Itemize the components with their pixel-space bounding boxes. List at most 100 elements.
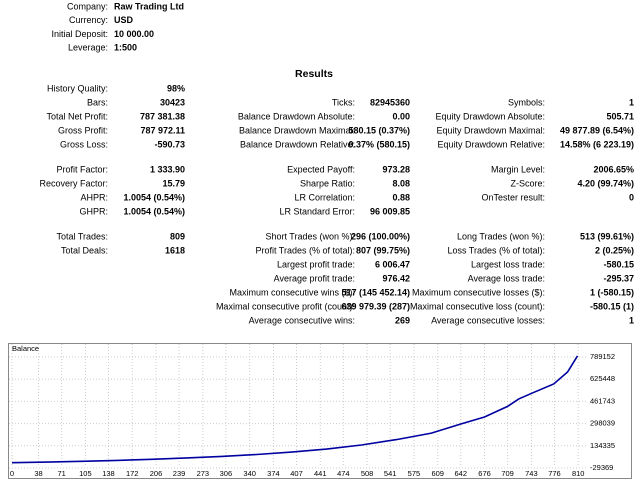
x-tick-label: 138	[102, 469, 115, 478]
x-tick-label: 810	[572, 469, 585, 478]
field-label: Bars:	[87, 97, 108, 107]
field-value: 0	[629, 192, 634, 202]
field-value: -295.37	[603, 273, 634, 283]
field-label: AHPR:	[80, 192, 108, 202]
x-tick-label: 340	[243, 469, 256, 478]
x-tick-label: 709	[501, 469, 514, 478]
field-value: 976.42	[382, 273, 410, 283]
field-value: 96 009.85	[370, 206, 410, 216]
field-label: Loss Trades (% of total):	[447, 245, 545, 255]
field-label: LR Standard Error:	[279, 206, 355, 216]
field-value: 82945360	[370, 97, 410, 107]
x-tick-label: 0	[10, 469, 14, 478]
field-value: 0.37% (580.15)	[348, 139, 410, 149]
field-value: 2006.65%	[593, 164, 634, 174]
field-label: Profit Factor:	[56, 164, 108, 174]
field-value: 1	[629, 97, 634, 107]
field-value: 6 006.47	[375, 259, 410, 269]
x-tick-label: 374	[267, 469, 280, 478]
field-label: Maximal consecutive profit (count):	[216, 301, 355, 311]
field-label: Ticks:	[332, 97, 355, 107]
field-value: -580.15	[603, 259, 634, 269]
field-label: Symbols:	[508, 97, 545, 107]
field-value: 8.08	[392, 178, 410, 188]
field-label: Balance Drawdown Relative:	[240, 139, 355, 149]
field-label: Currency:	[69, 15, 108, 25]
x-tick-label: 474	[337, 469, 350, 478]
field-value: 15.79	[162, 178, 185, 188]
field-value: 580.15 (0.37%)	[348, 125, 410, 135]
x-tick-label: 71	[57, 469, 65, 478]
field-label: Average profit trade:	[274, 273, 355, 283]
field-value: 639 979.39 (287)	[341, 301, 410, 311]
field-label: Profit Trades (% of total):	[255, 245, 355, 255]
field-label: Average consecutive wins:	[249, 315, 355, 325]
field-label: Largest loss trade:	[471, 259, 545, 269]
x-tick-label: 38	[34, 469, 42, 478]
field-value: 809	[170, 231, 185, 241]
field-label: Maximum consecutive losses ($):	[412, 287, 545, 297]
field-label: Average loss trade:	[468, 273, 545, 283]
field-label: Short Trades (won %):	[265, 231, 355, 241]
x-tick-label: 676	[478, 469, 491, 478]
field-label: Gross Profit:	[58, 125, 108, 135]
field-value: 1618	[165, 245, 185, 255]
field-value: 807 (99.75%)	[356, 245, 410, 255]
field-value: 0.88	[392, 192, 410, 202]
field-value: 14.58% (6 223.19)	[560, 139, 634, 149]
field-value: 1:500	[114, 42, 137, 52]
field-value: 787 972.11	[140, 125, 185, 135]
field-label: Total Deals:	[61, 245, 108, 255]
y-tick-label: -29369	[590, 463, 613, 472]
field-value: 1 333.90	[150, 164, 185, 174]
balance-line	[11, 355, 579, 464]
field-label: Sharpe Ratio:	[300, 178, 355, 188]
field-label: Total Net Profit:	[46, 111, 108, 121]
field-value: 513 (99.61%)	[580, 231, 634, 241]
field-label: Average consecutive losses:	[431, 315, 545, 325]
field-label: Margin Level:	[491, 164, 545, 174]
field-label: Equity Drawdown Maximal:	[436, 125, 545, 135]
field-label: Recovery Factor:	[39, 178, 108, 188]
y-tick-label: 134335	[590, 441, 615, 450]
field-label: GHPR:	[79, 206, 108, 216]
x-tick-label: 273	[197, 469, 210, 478]
field-value: 787 381.38	[140, 111, 185, 121]
field-value: -590.73	[154, 139, 185, 149]
field-label: OnTester result:	[481, 192, 545, 202]
field-value: 1.0054 (0.54%)	[123, 206, 185, 216]
x-tick-label: 306	[220, 469, 233, 478]
y-tick-label: 298039	[590, 419, 615, 428]
field-value: USD	[114, 15, 134, 25]
field-value: 296 (100.00%)	[351, 231, 410, 241]
field-label: History Quality:	[47, 83, 108, 93]
field-label: Balance Drawdown Maximal:	[239, 125, 355, 135]
y-tick-label: 625448	[590, 374, 615, 383]
field-value: -580.15 (1)	[590, 301, 634, 311]
x-tick-label: 407	[290, 469, 303, 478]
field-label: Gross Loss:	[60, 139, 108, 149]
field-label: Maximum consecutive wins ($):	[229, 287, 355, 297]
field-value: 30423	[160, 97, 185, 107]
field-label: Leverage:	[68, 42, 108, 52]
field-value: 2 (0.25%)	[595, 245, 634, 255]
field-value: 505.71	[606, 111, 634, 121]
x-tick-label: 508	[361, 469, 374, 478]
field-label: Expected Payoff:	[287, 164, 355, 174]
field-label: Total Trades:	[56, 231, 108, 241]
x-tick-label: 541	[384, 469, 397, 478]
field-label: Z-Score:	[510, 178, 545, 188]
field-value: 517 (145 452.14)	[341, 287, 410, 297]
field-label: Equity Drawdown Relative:	[437, 139, 545, 149]
x-tick-label: 105	[79, 469, 92, 478]
field-value: 1.0054 (0.54%)	[123, 192, 185, 202]
field-label: Initial Deposit:	[51, 29, 108, 39]
x-tick-label: 575	[408, 469, 421, 478]
y-tick-label: 789152	[590, 352, 615, 361]
field-value: 0.00	[392, 111, 410, 121]
field-label: Equity Drawdown Absolute:	[435, 111, 545, 121]
x-tick-label: 743	[525, 469, 538, 478]
field-value: Raw Trading Ltd	[114, 1, 184, 11]
